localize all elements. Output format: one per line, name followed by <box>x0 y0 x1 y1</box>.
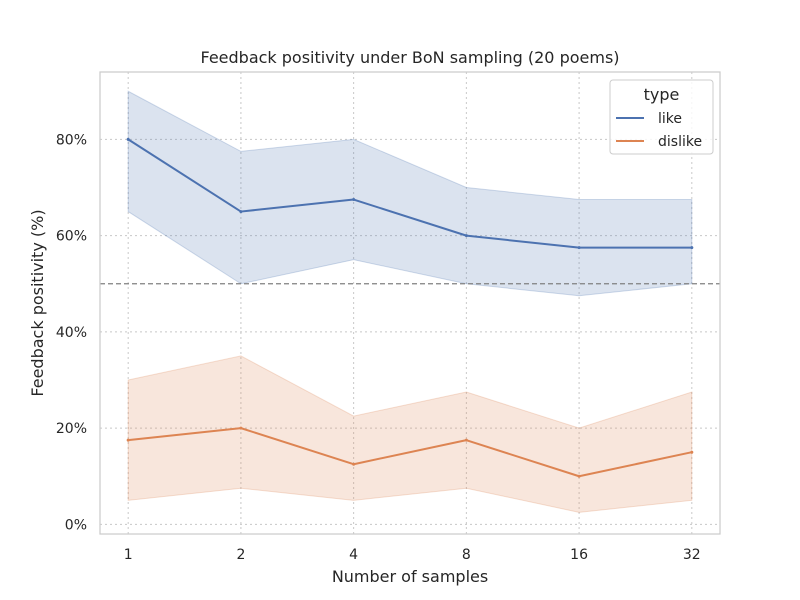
ci-band-dislike <box>127 355 693 513</box>
data-point-dislike <box>464 438 468 442</box>
legend-box <box>609 79 714 155</box>
data-point-like <box>352 198 356 202</box>
data-point-dislike <box>352 462 356 466</box>
legend: type like dislike <box>609 79 714 155</box>
legend-label-like: like <box>658 111 682 127</box>
x-axis-label: Number of samples <box>332 567 488 586</box>
y-tick-label: 20% <box>56 421 87 437</box>
x-tick-label: 16 <box>570 547 588 563</box>
tick-labels: 1 2 4 8 16 32 0% 20% 40% 60% 80% <box>56 132 701 563</box>
x-tick-label: 8 <box>462 547 471 563</box>
legend-label-dislike: dislike <box>658 134 702 150</box>
x-tick-label: 2 <box>236 547 245 563</box>
data-point-like <box>577 246 581 250</box>
data-point-like <box>464 234 468 238</box>
y-axis-label: Feedback positivity (%) <box>28 209 47 396</box>
x-tick-label: 32 <box>683 547 701 563</box>
series-lines <box>126 137 694 478</box>
y-tick-label: 0% <box>65 517 87 533</box>
data-point-like <box>126 137 130 141</box>
chart-title: Feedback positivity under BoN sampling (… <box>200 48 619 67</box>
data-point-dislike <box>239 426 243 430</box>
series-line-like <box>127 138 692 249</box>
data-point-dislike <box>577 474 581 478</box>
data-point-dislike <box>690 450 694 454</box>
y-tick-label: 40% <box>56 325 87 341</box>
legend-entries: like dislike <box>616 111 702 150</box>
data-point-like <box>690 246 694 250</box>
confidence-bands <box>127 90 693 513</box>
y-tick-label: 80% <box>56 132 87 148</box>
y-tick-label: 60% <box>56 229 87 245</box>
plot-frame <box>99 71 721 535</box>
x-tick-label: 1 <box>124 547 133 563</box>
x-tick-label: 4 <box>349 547 358 563</box>
data-point-dislike <box>126 438 130 442</box>
legend-title: type <box>644 85 680 104</box>
series-line-dislike <box>128 427 693 478</box>
data-point-like <box>239 210 243 214</box>
